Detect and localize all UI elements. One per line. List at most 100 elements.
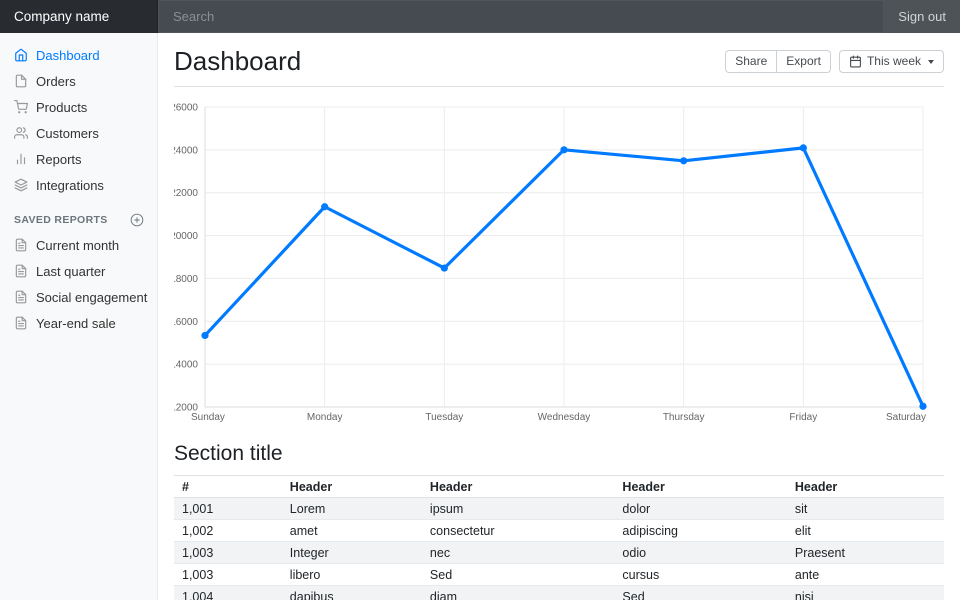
layers-icon <box>14 178 28 192</box>
sidebar-item-current-month[interactable]: Current month <box>0 232 157 258</box>
brand-logo[interactable]: Company name <box>0 0 158 33</box>
y-tick-label: 20000 <box>174 231 198 242</box>
calendar-icon <box>850 55 861 68</box>
table-row: 1,002 amet consectetur adipiscing elit <box>174 519 944 542</box>
sidebar-item-label: Year-end sale <box>36 315 116 331</box>
export-button[interactable]: Export <box>777 49 831 74</box>
plus-circle-icon[interactable] <box>130 213 144 227</box>
x-tick-label: Wednesday <box>538 412 591 423</box>
y-tick-label: 26000 <box>174 103 198 114</box>
saved-reports-label: Saved reports <box>14 214 108 226</box>
sidebar-item-label: Integrations <box>36 177 104 193</box>
toolbar: Share Export This week <box>725 49 944 74</box>
data-point <box>201 331 209 340</box>
table-cell: cursus <box>614 563 787 586</box>
page-header: Dashboard Share Export This week <box>174 33 944 87</box>
users-icon <box>14 127 28 139</box>
sidebar: Dashboard Orders Products Customers Repo… <box>0 33 158 600</box>
x-tick-label: Tuesday <box>425 412 463 423</box>
sidebar-item-label: Reports <box>36 151 82 167</box>
table-cell: dapibus <box>281 585 422 600</box>
table-cell: consectetur <box>421 519 615 542</box>
sidebar-item-label: Customers <box>36 125 99 141</box>
table-cell: 1,003 <box>174 541 282 564</box>
section-title: Section title <box>174 442 283 465</box>
table-cell: adipiscing <box>614 519 787 542</box>
y-tick-label: 22000 <box>174 188 198 199</box>
shopping-cart-icon <box>14 100 28 114</box>
table-header-row: # Header Header Header Header <box>174 475 944 498</box>
table-cell: ipsum <box>429 501 464 516</box>
sidebar-item-last-quarter[interactable]: Last quarter <box>0 258 157 284</box>
table-header: Header <box>421 475 615 498</box>
bar-chart-icon <box>16 153 26 165</box>
y-tick-label: 14000 <box>174 360 198 371</box>
table-cell: Integer <box>281 541 422 564</box>
sidebar-item-integrations[interactable]: Integrations <box>0 172 157 198</box>
chevron-down-icon <box>928 59 934 64</box>
sidebar-item-products[interactable]: Products <box>0 94 157 120</box>
data-point <box>560 146 568 154</box>
x-tick-label: Friday <box>789 412 817 423</box>
table-cell: Sed <box>614 585 787 600</box>
sign-out-button[interactable]: Sign out <box>884 0 960 33</box>
search-input[interactable] <box>158 0 885 33</box>
period-dropdown-button[interactable]: This week <box>838 49 944 74</box>
table-row: 1,003 libero Sed cursus ante <box>174 563 944 586</box>
home-icon <box>15 48 27 62</box>
table-cell: Praesent <box>786 541 944 564</box>
table-cell: diam <box>421 585 615 600</box>
saved-reports-header: Saved reports <box>0 198 157 232</box>
table-row: 1,003 Integer nec odio Praesent <box>174 541 944 564</box>
table-cell: nec <box>421 541 615 564</box>
sidebar-item-dashboard[interactable]: Dashboard <box>0 42 157 68</box>
sidebar-item-label: Dashboard <box>36 47 100 63</box>
table-cell: nisi <box>786 585 944 600</box>
x-tick-label: Sunday <box>191 412 225 423</box>
file-text-icon <box>15 264 27 278</box>
file-icon <box>15 74 27 88</box>
sidebar-item-label: Current month <box>36 237 120 253</box>
page-title: Dashboard <box>174 46 302 76</box>
y-tick-label: 18000 <box>174 274 198 285</box>
top-navbar: Company name Sign out <box>0 0 960 33</box>
table-cell: 1,003 <box>174 563 282 586</box>
table-cell: 1,004 <box>174 585 282 600</box>
share-export-group: Share Export <box>725 49 831 74</box>
sidebar-item-label: Products <box>36 99 88 115</box>
file-text-icon <box>15 316 27 330</box>
sidebar-item-reports[interactable]: Reports <box>0 146 157 172</box>
table-cell: odio <box>614 541 787 564</box>
x-tick-label: Monday <box>307 412 343 423</box>
y-tick-label: 12000 <box>174 403 198 414</box>
data-table: # Header Header Header Header 1,001 Lorem… <box>174 475 944 600</box>
sales-line-chart: 12000 14000 16000 18000 20000 22000 24000 26000… <box>174 100 944 425</box>
table-cell: libero <box>281 563 422 586</box>
sidebar-item-label: Social engagement <box>36 289 148 305</box>
file-text-icon <box>15 238 27 252</box>
sidebar-item-social-engagement[interactable]: Social engagement <box>0 284 157 310</box>
sidebar-item-label: Last quarter <box>36 263 106 279</box>
data-point <box>321 203 329 211</box>
table-cell: ante <box>786 563 944 586</box>
table-row: 1,004 dapibus diam Sed nisi <box>174 585 944 600</box>
table-cell: dolor <box>622 501 651 516</box>
y-tick-label: 24000 <box>174 145 198 156</box>
sidebar-item-customers[interactable]: Customers <box>0 120 157 146</box>
table-cell: 1,002 <box>174 519 282 542</box>
table-header: # <box>174 475 282 498</box>
sidebar-item-orders[interactable]: Orders <box>0 68 157 94</box>
x-tick-label: Thursday <box>663 412 705 423</box>
data-point <box>799 144 807 152</box>
table-cell: 1,001 <box>182 501 214 516</box>
x-tick-label: Saturday <box>886 412 926 423</box>
sidebar-item-label: Orders <box>36 73 76 89</box>
file-text-icon <box>15 290 27 304</box>
y-tick-label: 16000 <box>174 317 198 328</box>
table-cell: elit <box>786 519 944 542</box>
data-point <box>919 402 927 410</box>
sidebar-item-year-end-sale[interactable]: Year-end sale <box>0 310 157 336</box>
table-cell: amet <box>281 519 422 542</box>
share-button[interactable]: Share <box>725 49 778 74</box>
table-header: Header <box>281 475 422 498</box>
